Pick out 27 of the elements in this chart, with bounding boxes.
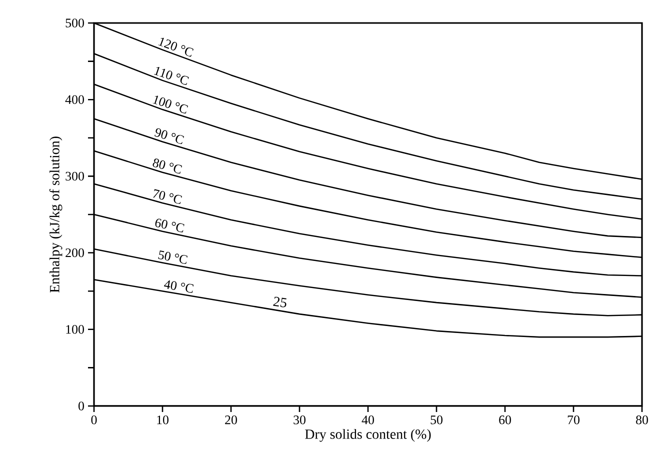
- text: 50 °C: [158, 250, 188, 264]
- x-tick-label: 20: [225, 416, 237, 424]
- x-tick-label: 80: [636, 416, 648, 424]
- x-tick-label: 60: [499, 416, 511, 424]
- text: 100 °C: [152, 96, 188, 114]
- x-tick-label: 50: [430, 416, 442, 424]
- text: 120 °C: [158, 38, 194, 57]
- y-tick-label: 0: [78, 402, 84, 410]
- x-tick-label: 10: [157, 416, 168, 424]
- y-axis-title: Enthalpy (kJ/kg of solution): [49, 136, 62, 293]
- y-tick-label: 200: [66, 248, 84, 258]
- y-tick-label: 100: [66, 325, 84, 334]
- y-tick-label: 400: [65, 95, 84, 104]
- text: 80 °C: [152, 158, 182, 174]
- x-tick-label: 70: [568, 416, 580, 424]
- y-tick-label: 300: [66, 172, 84, 181]
- x-axis-title: Dry solids content (%): [305, 429, 431, 442]
- x-tick-label: 30: [294, 416, 306, 424]
- x-tick-label: 40: [362, 416, 374, 424]
- text: 40 °C: [164, 280, 194, 293]
- text: 60 °C: [155, 218, 184, 232]
- text: 90 °C: [154, 128, 184, 144]
- y-tick-label: 500: [66, 18, 84, 28]
- x-tick-label: 0: [91, 416, 97, 424]
- annotation: 25: [273, 296, 286, 308]
- text: 110 °C: [154, 67, 189, 85]
- text: 70 °C: [153, 189, 182, 204]
